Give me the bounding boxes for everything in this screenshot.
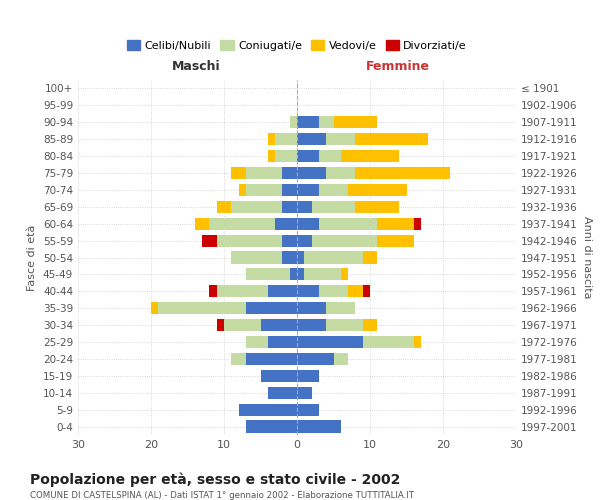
Bar (297, 285, 319, 298)
Bar (217, 285, 268, 298)
Bar (334, 353, 348, 365)
Text: COMUNE DI CASTELSPINA (AL) - Dati ISTAT 1° gennaio 2002 - Elaborazione TUTTITALI: COMUNE DI CASTELSPINA (AL) - Dati ISTAT … (30, 491, 414, 500)
Bar (268, 150, 275, 162)
Bar (326, 319, 362, 331)
Bar (355, 200, 399, 213)
Bar (414, 218, 421, 230)
Bar (268, 386, 297, 399)
Bar (232, 252, 283, 264)
Bar (283, 184, 297, 196)
Y-axis label: Fasce di età: Fasce di età (28, 224, 37, 290)
Bar (297, 252, 304, 264)
Text: Maschi: Maschi (172, 60, 221, 73)
Bar (297, 302, 326, 314)
Bar (297, 200, 311, 213)
Bar (290, 268, 297, 280)
Bar (232, 353, 246, 365)
Bar (275, 150, 297, 162)
Bar (260, 319, 297, 331)
Text: Femmine: Femmine (366, 60, 430, 73)
Bar (362, 336, 414, 348)
Bar (158, 302, 246, 314)
Bar (341, 268, 348, 280)
Bar (304, 268, 341, 280)
Bar (348, 285, 363, 298)
Bar (362, 319, 377, 331)
Bar (283, 200, 297, 213)
Bar (209, 218, 275, 230)
Bar (246, 420, 297, 432)
Bar (217, 234, 283, 246)
Bar (283, 167, 297, 179)
Bar (246, 184, 283, 196)
Bar (297, 167, 326, 179)
Bar (334, 116, 377, 128)
Bar (362, 252, 377, 264)
Bar (362, 285, 370, 298)
Bar (377, 218, 414, 230)
Bar (319, 218, 377, 230)
Bar (217, 319, 224, 331)
Bar (239, 184, 246, 196)
Bar (297, 184, 319, 196)
Bar (377, 234, 414, 246)
Bar (297, 150, 319, 162)
Bar (304, 252, 362, 264)
Bar (232, 167, 246, 179)
Bar (246, 167, 283, 179)
Bar (290, 116, 297, 128)
Bar (297, 336, 362, 348)
Y-axis label: Anni di nascita: Anni di nascita (581, 216, 592, 298)
Bar (297, 268, 304, 280)
Bar (348, 184, 407, 196)
Bar (297, 370, 319, 382)
Bar (268, 285, 297, 298)
Bar (246, 336, 268, 348)
Bar (341, 150, 399, 162)
Bar (217, 200, 232, 213)
Bar (297, 386, 311, 399)
Bar (326, 302, 355, 314)
Bar (239, 404, 297, 415)
Bar (297, 404, 319, 415)
Bar (283, 252, 297, 264)
Bar (319, 184, 348, 196)
Bar (202, 234, 217, 246)
Bar (246, 302, 297, 314)
Bar (224, 319, 260, 331)
Legend: Celibi/Nubili, Coniugati/e, Vedovi/e, Divorziati/e: Celibi/Nubili, Coniugati/e, Vedovi/e, Di… (122, 36, 472, 55)
Bar (268, 133, 275, 145)
Bar (283, 234, 297, 246)
Bar (319, 116, 334, 128)
Bar (232, 200, 283, 213)
Bar (326, 167, 355, 179)
Bar (275, 218, 297, 230)
Bar (246, 353, 297, 365)
Bar (311, 200, 355, 213)
Text: Popolazione per età, sesso e stato civile - 2002: Popolazione per età, sesso e stato civil… (30, 472, 400, 487)
Bar (297, 353, 334, 365)
Bar (319, 285, 348, 298)
Bar (297, 116, 319, 128)
Bar (297, 319, 326, 331)
Bar (311, 234, 377, 246)
Bar (355, 133, 428, 145)
Bar (151, 302, 158, 314)
Bar (297, 420, 341, 432)
Bar (195, 218, 209, 230)
Bar (268, 336, 297, 348)
Bar (260, 370, 297, 382)
Bar (319, 150, 341, 162)
Bar (297, 133, 326, 145)
Bar (209, 285, 217, 298)
Bar (355, 167, 450, 179)
Bar (246, 268, 290, 280)
Bar (414, 336, 421, 348)
Bar (326, 133, 355, 145)
Bar (297, 218, 319, 230)
Bar (275, 133, 297, 145)
Bar (297, 234, 311, 246)
